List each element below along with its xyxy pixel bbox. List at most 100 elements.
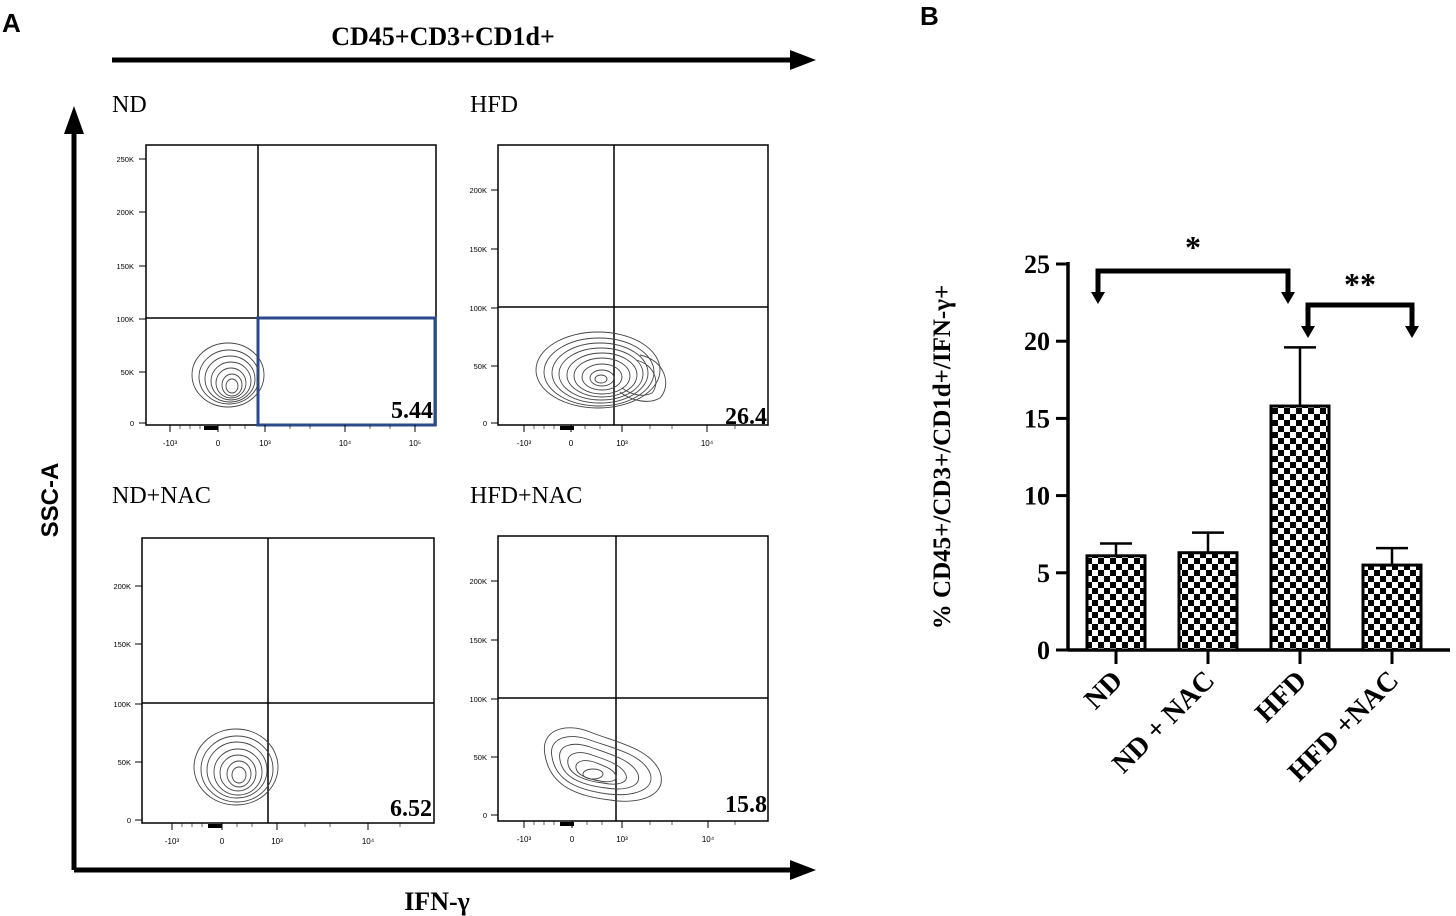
- svg-text:0: 0: [216, 439, 221, 448]
- axis-cluster-mark: [204, 426, 218, 430]
- top-gate-label: CD45+CD3+CD1d+: [331, 22, 555, 51]
- svg-text:150K: 150K: [469, 636, 487, 645]
- bar-nd-nac: [1177, 551, 1239, 652]
- svg-text:10³: 10³: [616, 835, 628, 844]
- x-tick-labels: -10³ 0 10³ 10⁴: [165, 837, 375, 846]
- y-tick-label: 25: [1024, 250, 1050, 279]
- svg-text:0: 0: [127, 816, 131, 825]
- panel-a-letter: A: [2, 8, 21, 38]
- facs-plot-frame: [141, 537, 435, 824]
- svg-text:0: 0: [483, 419, 487, 428]
- bracket-arrow: [1405, 326, 1419, 338]
- svg-text:150K: 150K: [113, 640, 131, 649]
- y-ticks: [491, 580, 498, 816]
- y-tick-label: 10: [1024, 482, 1050, 511]
- svg-text:0: 0: [569, 439, 574, 448]
- svg-text:150K: 150K: [116, 262, 134, 271]
- svg-text:200K: 200K: [116, 208, 134, 217]
- svg-text:250K: 250K: [116, 155, 134, 164]
- y-arrow-head: [64, 106, 84, 134]
- svg-text:0: 0: [483, 811, 487, 820]
- significance-marker: *: [1185, 229, 1201, 265]
- svg-text:-10³: -10³: [517, 439, 532, 448]
- x-arrow-head: [790, 860, 816, 880]
- facs-plot-label: ND+NAC: [112, 483, 211, 509]
- bracket-arrow: [1281, 292, 1295, 304]
- svg-text:150K: 150K: [469, 245, 487, 254]
- significance-bracket: [1095, 268, 1291, 296]
- y-ticks: [491, 189, 498, 424]
- y-tick-label: 5: [1037, 559, 1050, 588]
- svg-text:10⁴: 10⁴: [702, 835, 715, 844]
- contour-population: [543, 727, 662, 802]
- axis-cluster-mark: [208, 824, 222, 828]
- axis-cluster-mark: [560, 426, 574, 430]
- x-minor-ticks: [533, 821, 736, 825]
- y-tick-label: 15: [1024, 404, 1050, 433]
- contour-population: [535, 331, 667, 409]
- percent-label: 15.8: [725, 792, 767, 818]
- facs-plot-frame: [497, 535, 769, 822]
- x-ticks: [171, 823, 369, 830]
- svg-text:-10³: -10³: [517, 835, 532, 844]
- svg-text:100K: 100K: [469, 304, 487, 313]
- x-ticks: [523, 425, 708, 432]
- y-axis-title: % CD45+/CD3+/CD1d+/IFN-γ+: [929, 285, 956, 629]
- significance-bracket: [1305, 302, 1415, 330]
- svg-text:50K: 50K: [118, 758, 131, 767]
- top-arrow-head: [790, 50, 816, 70]
- y-tick-labels: 200K 150K 100K 50K 0: [469, 577, 487, 820]
- x-category-label: HFD: [1249, 665, 1313, 729]
- bar-nd: [1085, 554, 1147, 652]
- svg-text:-10³: -10³: [165, 837, 180, 846]
- percent-label: 5.44: [391, 398, 433, 424]
- svg-text:100K: 100K: [116, 315, 134, 324]
- x-tick-labels: -10³ 0 10³ 10⁴: [517, 835, 715, 844]
- x-axis-label-ifn: IFN-γ: [404, 887, 470, 916]
- svg-text:0: 0: [130, 419, 134, 428]
- svg-text:200K: 200K: [469, 577, 487, 586]
- contour-population: [193, 728, 279, 806]
- x-category-label: ND: [1078, 665, 1129, 716]
- y-ticks: [135, 585, 142, 821]
- svg-text:10⁵: 10⁵: [409, 439, 421, 448]
- contour-population: [191, 342, 265, 408]
- svg-text:0: 0: [220, 837, 225, 846]
- svg-text:10⁴: 10⁴: [339, 439, 352, 448]
- y-tick-label: 20: [1024, 327, 1050, 356]
- x-tick-labels: -10³ 0 10³ 10⁴: [517, 439, 714, 448]
- svg-text:50K: 50K: [121, 368, 134, 377]
- bar-hfd-nac: [1361, 563, 1423, 652]
- significance-marker: **: [1344, 266, 1376, 302]
- svg-text:0: 0: [570, 835, 575, 844]
- percent-label: 26.4: [725, 404, 767, 430]
- y-tick-labels: 250K 200K 150K 100K 50K 0: [116, 155, 134, 428]
- axis-cluster-mark: [560, 822, 574, 826]
- bar-hfd: [1269, 404, 1331, 652]
- facs-plot-frame: [145, 144, 437, 426]
- svg-text:10³: 10³: [616, 439, 628, 448]
- facs-plot-nd-nac: ND+NAC 6.52 200K 150K 100K 50K 0: [112, 483, 435, 846]
- facs-plot-label: HFD+NAC: [470, 483, 582, 509]
- bracket-arrow: [1301, 326, 1315, 338]
- x-minor-ticks: [181, 823, 401, 827]
- y-axis-label-ssc: SSC-A: [37, 463, 64, 538]
- x-ticks: [523, 821, 709, 828]
- svg-text:100K: 100K: [113, 700, 131, 709]
- y-tick-labels: 200K 150K 100K 50K 0: [113, 582, 131, 825]
- svg-text:10³: 10³: [259, 439, 271, 448]
- svg-text:50K: 50K: [474, 753, 487, 762]
- percent-label: 6.52: [390, 796, 432, 822]
- facs-plot-label: ND: [112, 92, 147, 118]
- svg-text:10⁴: 10⁴: [362, 837, 375, 846]
- facs-plot-label: HFD: [470, 92, 518, 118]
- bracket-arrow: [1091, 292, 1105, 304]
- svg-text:10⁴: 10⁴: [701, 439, 714, 448]
- svg-text:10³: 10³: [271, 837, 283, 846]
- facs-plot-hfd-nac: HFD+NAC 15.8 200K 150K 100K 50K 0: [469, 483, 769, 844]
- svg-text:100K: 100K: [469, 695, 487, 704]
- x-tick-labels: -10³ 0 10³ 10⁴ 10⁵: [163, 439, 421, 448]
